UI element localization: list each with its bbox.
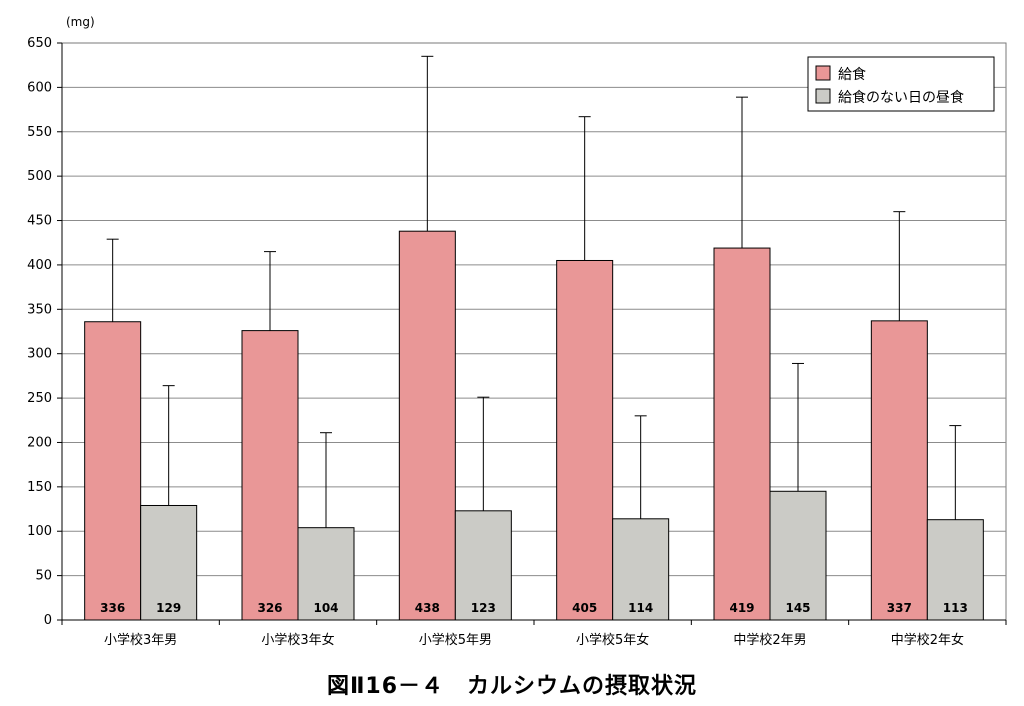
bar-no-kyushoku-lunch — [140, 504, 198, 621]
x-category-label: 小学校5年女 — [576, 632, 649, 648]
bar-kyushoku — [398, 230, 456, 621]
x-category-label: 小学校5年男 — [419, 632, 492, 648]
data-label: 123 — [471, 601, 496, 615]
y-unit-label: (mg) — [66, 15, 95, 29]
x-category-label: 小学校3年男 — [104, 632, 177, 648]
chart: 336 129 326 104 438 123 405 114 419 145 337 113 0 50… — [27, 15, 1007, 648]
y-tick-label: 600 — [27, 80, 52, 95]
bar-kyushoku — [870, 320, 928, 621]
data-label: 405 — [572, 601, 597, 615]
grid — [61, 42, 1007, 621]
legend-swatch-no-kyushoku-lunch — [815, 88, 831, 104]
axes: 0 50 100 150 200 250 300 350 400 450 500 550 600 650 小… — [27, 36, 1007, 648]
bars — [84, 230, 984, 621]
bar-kyushoku — [241, 330, 299, 621]
x-category-label: 中学校2年女 — [891, 632, 964, 648]
y-tick-label: 400 — [27, 258, 52, 273]
x-category-label: 小学校3年女 — [261, 632, 334, 648]
y-tick-label: 450 — [27, 214, 52, 229]
data-label: 438 — [415, 601, 440, 615]
y-tick-label: 200 — [27, 435, 52, 450]
x-category-label: 中学校2年男 — [733, 632, 806, 648]
bar-kyushoku — [84, 321, 142, 621]
y-tick-label: 350 — [27, 302, 52, 317]
y-tick-label: 500 — [27, 169, 52, 184]
chart-caption: 図Ⅱ16－４ カルシウムの摂取状況 — [326, 674, 698, 699]
data-label: 145 — [785, 601, 810, 615]
data-label: 336 — [100, 601, 125, 615]
data-label: 104 — [313, 601, 338, 615]
bar-kyushoku — [556, 259, 614, 621]
y-tick-label: 0 — [44, 613, 52, 628]
legend-box — [807, 56, 995, 112]
legend-label: 給食 — [838, 66, 866, 83]
y-tick-label: 650 — [27, 36, 52, 51]
data-label: 419 — [729, 601, 754, 615]
legend-swatch-kyushoku — [815, 65, 831, 81]
data-label: 129 — [156, 601, 181, 615]
data-label: 113 — [943, 601, 968, 615]
error-bars — [106, 55, 962, 528]
legend-label: 給食のない日の昼食 — [838, 89, 964, 106]
y-tick-label: 100 — [27, 524, 52, 539]
y-tick-label: 550 — [27, 125, 52, 140]
plot-frame — [61, 42, 1007, 621]
data-label: 114 — [628, 601, 653, 615]
data-labels: 336 129 326 104 438 123 405 114 419 145 337 113 — [100, 601, 968, 615]
y-tick-label: 250 — [27, 391, 52, 406]
y-tick-label: 300 — [27, 347, 52, 362]
data-label: 337 — [887, 601, 912, 615]
y-tick-label: 50 — [35, 569, 52, 584]
y-tick-label: 150 — [27, 480, 52, 495]
data-label: 326 — [257, 601, 282, 615]
bar-kyushoku — [713, 247, 771, 621]
